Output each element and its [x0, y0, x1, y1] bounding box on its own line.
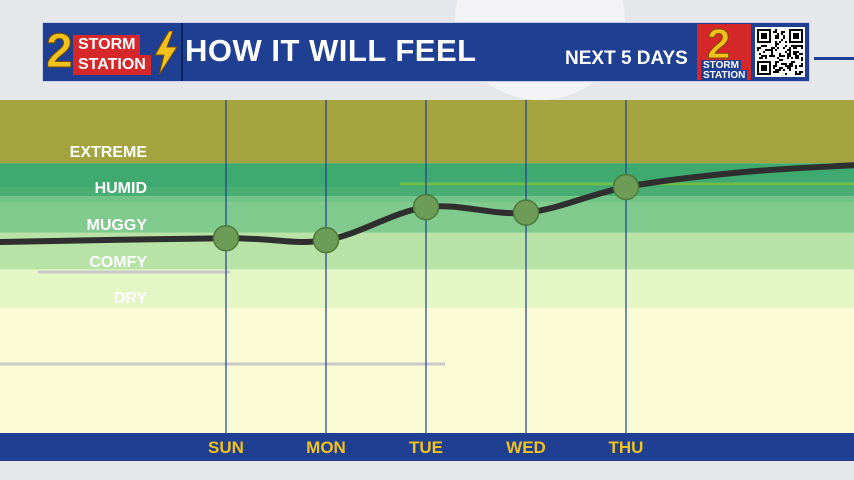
band-humid [0, 163, 854, 197]
day-labels: SUN MON TUE WED THU [208, 438, 643, 457]
lightning-bolt-icon [154, 31, 178, 75]
station-logo: 2 STORM STATION [697, 20, 751, 81]
station-logo-station: STATION [701, 70, 748, 81]
band-label-comfy: COMFY [89, 254, 147, 271]
band-label-extreme: EXTREME [70, 144, 148, 161]
band-label-muggy: MUGGY [87, 217, 148, 234]
day-label-tue: TUE [409, 438, 443, 457]
header-bar: 2 STORM STATION HOW IT WILL FEEL NEXT 5 … [42, 20, 810, 82]
station-logo-number: 2 [706, 20, 731, 68]
data-point-tue [412, 193, 440, 221]
logo-station-text: STATION [73, 55, 151, 75]
band-label-humid: HUMID [95, 180, 147, 197]
header-accent-line [814, 57, 854, 60]
band-label-dry: DRY [114, 290, 148, 307]
logo-number: 2 [46, 25, 74, 79]
logo-storm-text: STORM [73, 35, 141, 55]
day-label-mon: MON [306, 438, 346, 457]
page-title: HOW IT WILL FEEL [185, 33, 477, 68]
data-points [212, 173, 640, 254]
data-point-wed [512, 199, 540, 226]
day-label-thu: THU [609, 438, 644, 457]
page-subtitle: NEXT 5 DAYS [565, 48, 688, 69]
station-logo-storm: STORM [701, 60, 741, 71]
day-label-wed: WED [506, 438, 546, 457]
day-gridlines [225, 100, 627, 433]
data-point-mon [312, 226, 340, 254]
qr-code-icon [755, 27, 805, 77]
band-extreme [0, 100, 854, 164]
data-point-sun [212, 225, 240, 252]
header-divider [181, 23, 183, 81]
band-labels: EXTREME HUMID MUGGY COMFY DRY [70, 144, 148, 307]
storm-station-logo: 2 STORM STATION [43, 23, 181, 81]
day-axis-bar [0, 433, 854, 461]
day-label-sun: SUN [208, 438, 244, 457]
band-dry [0, 269, 854, 308]
data-point-thu [612, 173, 640, 201]
